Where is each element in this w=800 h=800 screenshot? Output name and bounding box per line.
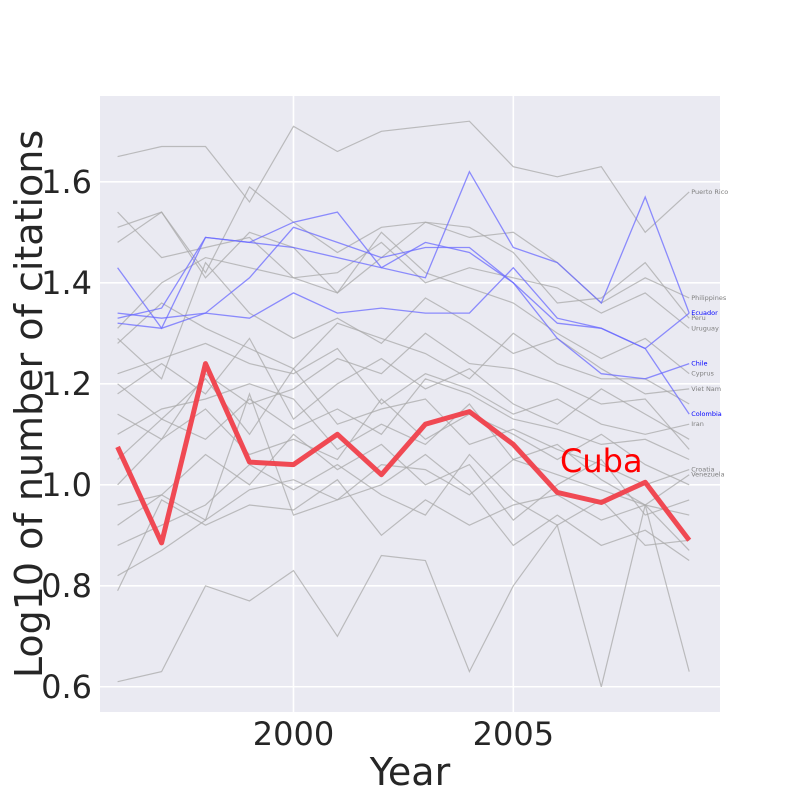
series-line	[117, 433, 690, 526]
series-line	[117, 383, 690, 506]
country-label: Colombia	[691, 410, 722, 418]
series-line	[117, 226, 690, 415]
country-label: Ecuador	[691, 309, 718, 317]
country-label: Viet Nam	[691, 385, 721, 393]
country-label: Iran	[691, 420, 704, 428]
x-tick-label: 2000	[253, 715, 334, 753]
country-label: Chile	[691, 360, 707, 368]
series-line	[117, 120, 690, 234]
series-lines	[117, 120, 690, 687]
country-label: Croatia	[691, 466, 714, 474]
tick-labels: 0.6 0.8 1.0 1.2 1.4 1.6 2000 2005	[41, 163, 554, 753]
series-line	[117, 266, 690, 350]
series-line	[117, 236, 690, 380]
series-line	[117, 302, 690, 405]
y-tick-label: 1.2	[41, 365, 92, 403]
x-tick-label: 2005	[473, 715, 554, 753]
highlight-label: Cuba	[560, 442, 643, 480]
country-label: Uruguay	[691, 324, 719, 332]
highlight-series: Cuba	[115, 361, 692, 546]
plot-background	[100, 96, 720, 712]
series-line	[117, 342, 690, 435]
country-label: Philippines	[691, 294, 727, 302]
series-line	[117, 478, 690, 592]
y-tick-label: 0.6	[41, 668, 92, 706]
country-label: Venezuela	[691, 471, 724, 479]
y-tick-label: 1.4	[41, 264, 92, 302]
grid-lines	[100, 96, 720, 712]
series-line	[117, 378, 690, 461]
country-label: Puerto Rico	[691, 188, 728, 196]
country-label: Cyprus	[691, 370, 714, 378]
highlight-line	[115, 361, 692, 546]
y-tick-label: 1.0	[41, 466, 92, 504]
y-tick-label: 1.6	[41, 163, 92, 201]
country-labels: Puerto Rico Philippines Peru Uruguay Cyprus V…	[691, 188, 728, 479]
x-axis-label: Year	[369, 750, 451, 794]
series-line	[117, 211, 690, 329]
series-line	[117, 453, 690, 577]
y-axis-label: Log10 of number of citations	[7, 130, 51, 678]
series-line	[117, 453, 690, 547]
series-line	[117, 504, 690, 687]
country-label: Peru	[691, 314, 705, 322]
series-line	[117, 398, 690, 486]
series-line	[117, 367, 690, 486]
series-line	[117, 261, 690, 395]
y-tick-label: 0.8	[41, 567, 92, 605]
